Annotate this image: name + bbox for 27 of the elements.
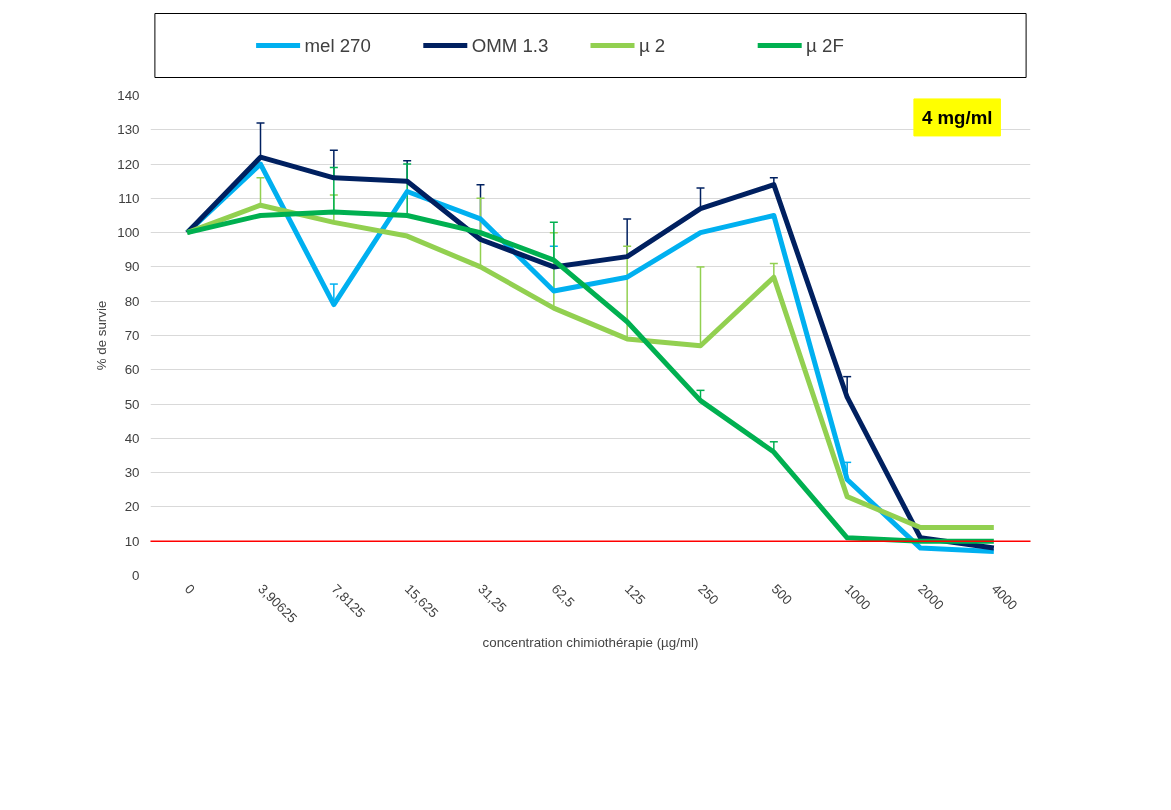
legend-label: µ 2: [638, 35, 666, 56]
annotation: 4 mg/ml: [921, 106, 993, 128]
y-tick-label: 10: [124, 533, 140, 549]
y-axis-title: % de survie: [94, 300, 110, 371]
y-tick-label: 0: [132, 568, 140, 583]
y-tick-label: 20: [124, 499, 140, 515]
y-tick-label: 80: [124, 293, 140, 309]
x-tick-label: 62,5: [548, 581, 578, 611]
y-tick-label: 60: [124, 362, 140, 378]
legend-label: µ 2F: [806, 35, 844, 56]
y-tick-label: 50: [124, 396, 140, 412]
y-tick-label: 30: [124, 465, 140, 481]
x-tick-label: 500: [768, 581, 795, 608]
y-tick-label: 100: [117, 225, 140, 241]
y-tick-label: 140: [117, 88, 140, 103]
x-tick-label: 125: [621, 581, 649, 608]
legend-label: mel 270: [304, 35, 371, 56]
x-axis-title: concentration chimiothérapie (µg/ml): [482, 634, 699, 650]
y-tick-label: 130: [117, 122, 140, 138]
y-tick-label: 120: [117, 156, 140, 172]
y-tick-label: 110: [118, 190, 140, 206]
x-tick-label: 0: [181, 581, 198, 598]
x-tick-label: 250: [695, 581, 722, 608]
y-tick-label: 40: [124, 430, 140, 446]
legend-label: OMM 1.3: [471, 35, 549, 56]
y-tick-label: 90: [124, 259, 140, 275]
y-tick-label: 70: [124, 328, 140, 343]
